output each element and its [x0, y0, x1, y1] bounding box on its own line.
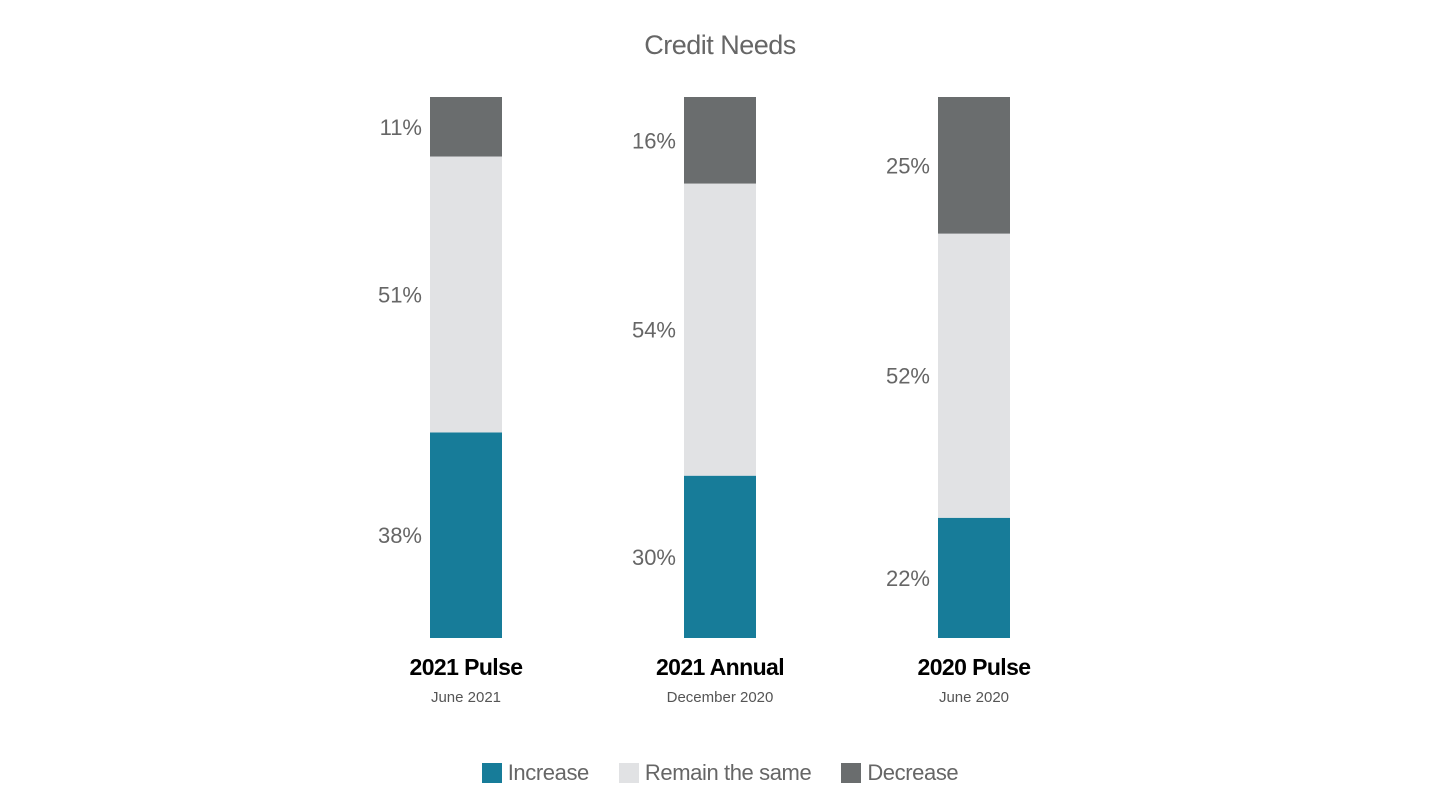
- data-label: 54%: [632, 318, 676, 343]
- data-label: 22%: [886, 566, 930, 591]
- data-label: 52%: [886, 364, 930, 389]
- legend-label: Decrease: [867, 760, 959, 785]
- data-label: 11%: [380, 115, 422, 140]
- legend-swatch: [618, 763, 639, 783]
- category-label: 2020 Pulse June 2020: [854, 654, 1094, 706]
- legend-item: Remain the same: [618, 760, 812, 786]
- bar-segment-remain-the-same: [430, 156, 502, 433]
- category-label: 2021 Annual December 2020: [600, 654, 840, 706]
- chart-title: Credit Needs: [644, 30, 796, 60]
- category-date: June 2021: [430, 689, 502, 706]
- bar-segment-increase: [684, 475, 756, 638]
- legend-swatch: [841, 763, 862, 783]
- category-date: June 2020: [938, 689, 1010, 706]
- data-label: 30%: [632, 545, 676, 570]
- category-name: 2021 Annual: [655, 654, 785, 680]
- bar-segment-increase: [430, 432, 502, 638]
- bar-segment-increase: [938, 517, 1010, 638]
- data-label: 16%: [632, 128, 676, 153]
- legend-label: Increase: [507, 760, 590, 785]
- legend: Increase Remain the same Decrease: [0, 760, 1440, 786]
- category-name: 2021 Pulse: [409, 654, 524, 680]
- bar-segment-remain-the-same: [684, 183, 756, 476]
- legend-swatch: [481, 763, 502, 783]
- data-label: 38%: [378, 523, 422, 548]
- category-label: 2021 Pulse June 2021: [346, 654, 586, 706]
- bar-segment-remain-the-same: [938, 233, 1010, 518]
- bar-segment-decrease: [938, 97, 1010, 234]
- data-label: 51%: [378, 282, 422, 307]
- legend-item: Decrease: [841, 760, 959, 786]
- category-date: December 2020: [666, 689, 774, 706]
- bar-segment-decrease: [430, 97, 502, 157]
- data-label: 25%: [886, 153, 930, 178]
- category-name: 2020 Pulse: [917, 654, 1032, 680]
- bar-segment-decrease: [684, 97, 756, 184]
- legend-label: Remain the same: [644, 760, 812, 785]
- legend-item: Increase: [481, 760, 590, 786]
